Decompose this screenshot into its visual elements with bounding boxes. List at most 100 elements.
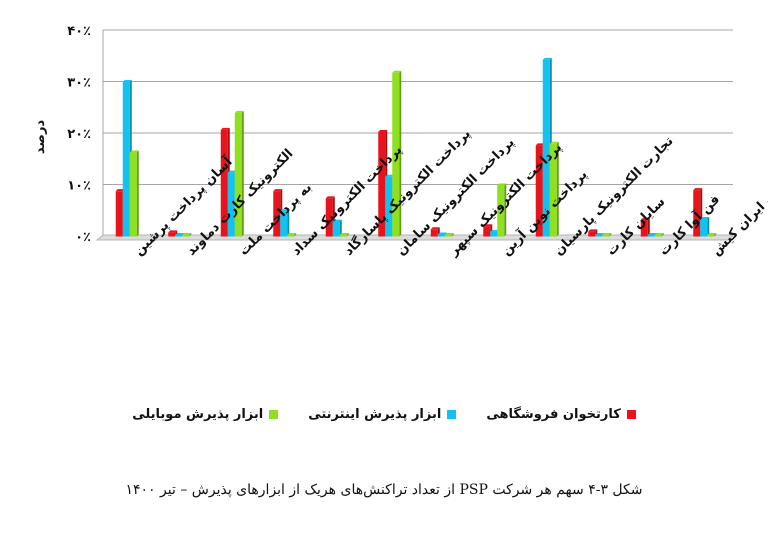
y-tick-label: ۰٪ [75,230,91,245]
bar-top [227,170,237,173]
bar-side [399,70,402,237]
y-tick-label: ۱۰٪ [67,179,91,194]
bar-top [654,233,664,235]
bar [693,190,701,237]
bar-top [332,219,342,222]
bar-top [549,141,559,144]
bar-top [129,150,139,153]
bar-top [542,57,552,60]
legend-label-mobile: ابزار پذیرش موبایلی [132,406,264,422]
bar-top [497,183,507,186]
bar-top [378,129,388,132]
bar-top [430,227,440,230]
bar-top [280,209,290,212]
bar [182,235,190,237]
y-tick-label: ۳۰٪ [67,76,91,91]
bar-side [714,233,717,237]
bar-side [136,150,139,237]
bar-top [483,224,493,227]
bar [325,198,333,237]
bar-top [647,232,657,235]
x-tick-label: آسان پرداخت پرشین [130,153,236,259]
bar-top [175,233,185,235]
bar-chart: ۰٪۱۰٪۲۰٪۳۰٪۴۰٪ آسان پرداخت پرشینالکترونی… [33,24,768,260]
bar-side [504,183,507,237]
x-tick-label: کارت اعتباری ایران کیش [709,135,768,258]
bar [175,235,183,237]
chart-floor-plane [95,234,735,241]
legend-swatch-mobile [269,409,279,419]
legend-swatch-internet [447,409,457,419]
bar-top [535,143,545,146]
bar [542,59,550,237]
bar-side [294,233,297,237]
chart-legend: کارتخوان فروشگاهی ابزار پذیرش اینترنتی ا… [0,402,768,426]
bar [595,235,603,237]
bar-top [273,189,283,192]
y-tick-label: ۲۰٪ [67,127,91,142]
bar-top [595,233,605,235]
bar-top [168,230,178,233]
bar [707,235,715,237]
bar-top [707,233,717,235]
bar-top [234,110,244,113]
bar [430,229,438,237]
bar-top [588,229,598,232]
bar [115,191,123,237]
bar-side [339,219,342,237]
bar-side [346,233,349,237]
legend-item-internet: ابزار پذیرش اینترنتی [308,407,457,422]
bar [287,235,295,237]
bar [392,72,400,237]
bar [129,152,137,237]
bar [227,172,235,237]
bar [168,232,176,237]
bar [588,231,596,237]
bar-top [115,189,125,192]
bar [273,191,281,237]
legend-item-mobile: ابزار پذیرش موبایلی [132,406,279,422]
bar-top [220,127,230,130]
bar [654,235,662,237]
bar [647,234,655,237]
bar-side [556,141,559,237]
bar-top [490,229,500,232]
chart-bars [115,57,717,237]
bar [332,221,340,237]
bar-top [444,233,454,235]
bar [700,218,708,237]
bar-top [602,233,612,235]
bar-side [707,216,710,237]
bar-top [693,188,703,191]
bar [497,185,505,237]
bar [535,145,543,237]
bar-top [287,233,297,235]
bar-side [661,233,664,237]
y-tick-label: ۴۰٪ [67,24,91,39]
bar-side [609,233,612,237]
bar-top [392,70,402,73]
bar [234,112,242,237]
chart-floor [95,234,735,241]
bar-top [385,174,395,177]
bar [483,226,491,237]
bar-side [287,209,290,237]
bar-top [325,196,335,199]
bar-side [241,110,244,237]
bar-top [122,80,132,82]
bar [490,231,498,237]
bar [280,211,288,237]
bar-side [451,233,454,237]
bar [549,143,557,237]
bar [220,129,228,237]
y-axis-ticks: ۰٪ ۱۰٪ ۲۰٪ ۳۰٪ ۴۰٪ [67,24,91,245]
legend-item-pos: کارتخوان فروشگاهی [486,406,636,422]
bar-top [182,233,192,235]
figure-caption: شکل ۳-۴ سهم هر شرکت PSP از تعداد تراکنش‌… [125,482,643,498]
bar [122,82,130,237]
bar-top [700,216,710,219]
y-axis-label: درصد [33,120,48,155]
bar-top [437,232,447,235]
bar [339,235,347,237]
legend-label-pos: کارتخوان فروشگاهی [486,406,621,422]
